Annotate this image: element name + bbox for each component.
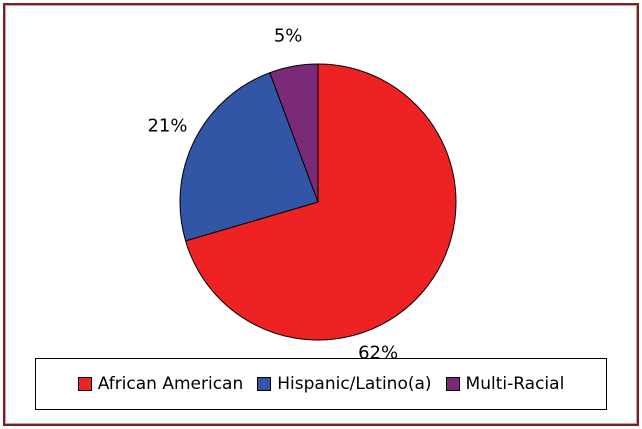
pie-label-hispanic-latino-a: 21% [147, 116, 187, 137]
legend-label-multi-racial: Multi-Racial [465, 374, 565, 394]
legend-swatch-multi-racial [445, 377, 460, 391]
pie-label-multi-racial: 5% [274, 25, 303, 46]
pie-slices [179, 63, 457, 341]
chart-legend: African American Hispanic/Latino(a) Mult… [35, 358, 607, 410]
pie-slice-multi-racial [269, 63, 319, 203]
legend-item-hispanic-latino: Hispanic/Latino(a) [257, 374, 432, 394]
pie-slice-african-american [184, 63, 457, 341]
pie-slice-hispanic-latino-a [179, 72, 319, 242]
legend-swatch-african-american [77, 377, 92, 391]
legend-swatch-hispanic-latino [257, 377, 272, 391]
legend-label-african-american: African American [97, 374, 244, 394]
legend-item-multi-racial: Multi-Racial [445, 374, 565, 394]
legend-item-african-american: African American [77, 374, 244, 394]
legend-label-hispanic-latino: Hispanic/Latino(a) [277, 374, 432, 394]
